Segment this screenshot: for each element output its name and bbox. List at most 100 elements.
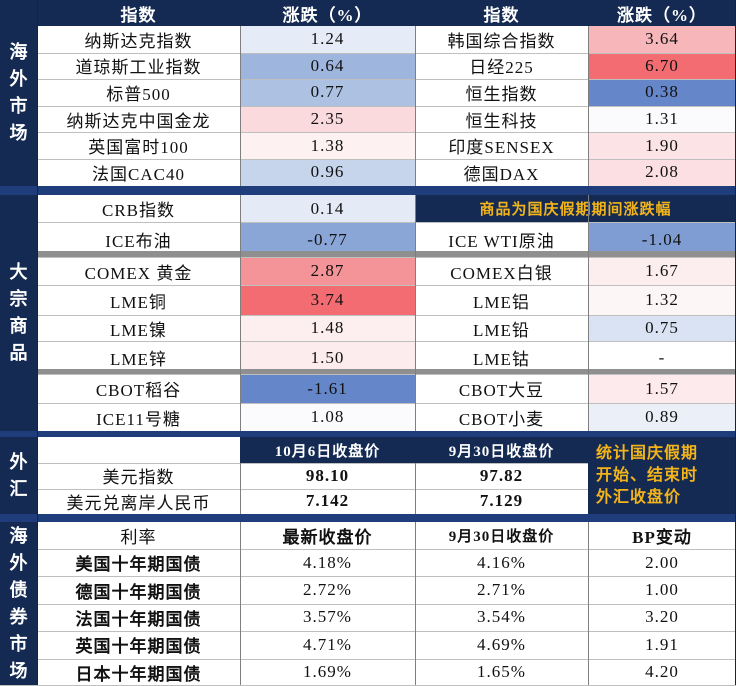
index-change-value: 1.38 [240, 132, 415, 159]
grid-line [37, 463, 588, 464]
section-label-char: 外 [9, 69, 28, 89]
index-name: 恒生指数 [465, 84, 538, 104]
bond-latest-yield: 1.69% [303, 662, 352, 682]
bond-name: 英国十年期国债 [75, 637, 202, 657]
grid-line [37, 257, 736, 258]
section-label-char: 品 [9, 343, 28, 363]
header-bp-change: BP变动 [632, 528, 692, 547]
index-name: 恒生科技 [465, 111, 538, 131]
section-divider [0, 514, 736, 522]
commodity-name: LME钴 [473, 350, 530, 369]
grid-line [37, 341, 736, 342]
index-name: 印度SENSEX [448, 138, 555, 158]
grid-line [37, 285, 736, 286]
index-change-value: 1.90 [588, 132, 736, 159]
section-label-char: 场 [9, 123, 28, 143]
commodity-change-value: 1.57 [588, 374, 736, 403]
grid-line [588, 195, 589, 431]
section-label-char: 商 [9, 316, 28, 336]
index-name: 道琼斯工业指数 [75, 58, 202, 78]
index-change-value: 0.96 [240, 159, 415, 186]
section-label-char: 汇 [9, 478, 28, 499]
section-divider [0, 186, 736, 195]
section-label-char: 市 [9, 96, 28, 116]
index-change-value: 6.70 [588, 52, 736, 80]
commodity-name: COMEX白银 [450, 263, 553, 283]
bond-latest-yield: 4.18% [303, 552, 352, 572]
section-label-char: 外 [9, 451, 28, 472]
grid-line [37, 132, 736, 134]
section-label-char: 大 [9, 262, 28, 282]
bond-bp-change: 1.91 [645, 634, 679, 654]
index-change-value: 1.31 [588, 105, 736, 133]
fx-header-blank [37, 437, 240, 463]
grid-line [37, 222, 736, 223]
grid-line [240, 195, 241, 431]
bond-sep30-yield: 4.69% [477, 634, 526, 654]
index-change-value: 1.24 [240, 26, 415, 53]
commodity-name: CBOT小麦 [458, 409, 545, 429]
fx-close-oct6: 7.142 [305, 491, 350, 511]
index-name: 法国CAC40 [92, 164, 185, 184]
index-change-value: 0.77 [240, 79, 415, 106]
grid-line [240, 26, 241, 186]
grid-line [37, 315, 736, 316]
header-latest-close: 最新收盘价 [282, 528, 373, 547]
index-change-value: 0.64 [240, 52, 415, 80]
commodity-name: LME镍 [110, 320, 167, 340]
bond-latest-yield: 4.71% [303, 634, 352, 654]
grid-line [415, 463, 416, 514]
section-divider [0, 431, 736, 437]
index-name: 德国DAX [463, 164, 540, 184]
grid-line [37, 159, 736, 160]
bond-name: 日本十年期国债 [75, 664, 202, 684]
section-label-char: 海 [9, 526, 28, 546]
grid-line [588, 522, 589, 686]
bond-sep30-yield: 4.16% [477, 552, 526, 572]
bond-bp-change: 4.20 [645, 662, 679, 682]
commodity-name: LME铅 [473, 320, 530, 340]
grid-line [37, 369, 736, 374]
fx-name: 美元兑离岸人民币 [66, 493, 211, 513]
section-label-char: 债 [9, 580, 28, 600]
commodity-name: ICE布油 [105, 232, 172, 251]
grid-line [37, 488, 588, 490]
grid-line [240, 463, 241, 514]
commodity-name: LME锌 [110, 350, 167, 369]
bond-bp-change: 1.00 [645, 580, 679, 600]
grid-line [37, 403, 736, 404]
index-change-value: 3.64 [588, 26, 736, 53]
grid-line [37, 251, 736, 257]
commodity-change-value: 3.74 [240, 285, 415, 315]
section-label-char: 宗 [9, 289, 28, 309]
commodity-change-value: 0.14 [240, 195, 415, 222]
grid-line [240, 522, 241, 686]
grid-line [37, 631, 736, 633]
header-change-right: 涨跌（%） [588, 0, 736, 26]
fx-note-line: 外汇收盘价 [596, 488, 682, 506]
commodity-change-value: 2.87 [240, 257, 415, 285]
bond-name: 法国十年期国债 [75, 609, 202, 629]
grid-line [37, 658, 736, 660]
bond-latest-yield: 2.72% [303, 580, 352, 600]
commodity-change-value: 1.50 [240, 341, 415, 374]
section-label-char: 场 [9, 661, 28, 681]
commodity-change-value: - [588, 341, 736, 374]
index-name: 标普500 [106, 84, 171, 104]
commodity-name: COMEX 黄金 [84, 263, 193, 283]
commodity-name: CBOT大豆 [458, 381, 545, 400]
grid-line [37, 105, 736, 107]
section-label-fx: 外汇 [0, 437, 37, 514]
commodity-change-value: 1.67 [588, 257, 736, 285]
index-name: 纳斯达克指数 [84, 31, 193, 51]
fx-note: 统计国庆假期 开始、结束时 外汇收盘价 [588, 437, 736, 514]
commodity-name: ICE WTI原油 [448, 232, 555, 251]
grid-line [37, 603, 736, 605]
index-change-value: 2.08 [588, 159, 736, 186]
commodity-change-value: 1.08 [240, 403, 415, 431]
commodity-change-value: 0.75 [588, 315, 736, 341]
header-close-oct6: 10月6日收盘价 [240, 437, 415, 463]
commodities-note: 商品为国庆假期期间涨跌幅 [415, 195, 736, 222]
fx-close-sep30: 97.82 [479, 465, 524, 485]
